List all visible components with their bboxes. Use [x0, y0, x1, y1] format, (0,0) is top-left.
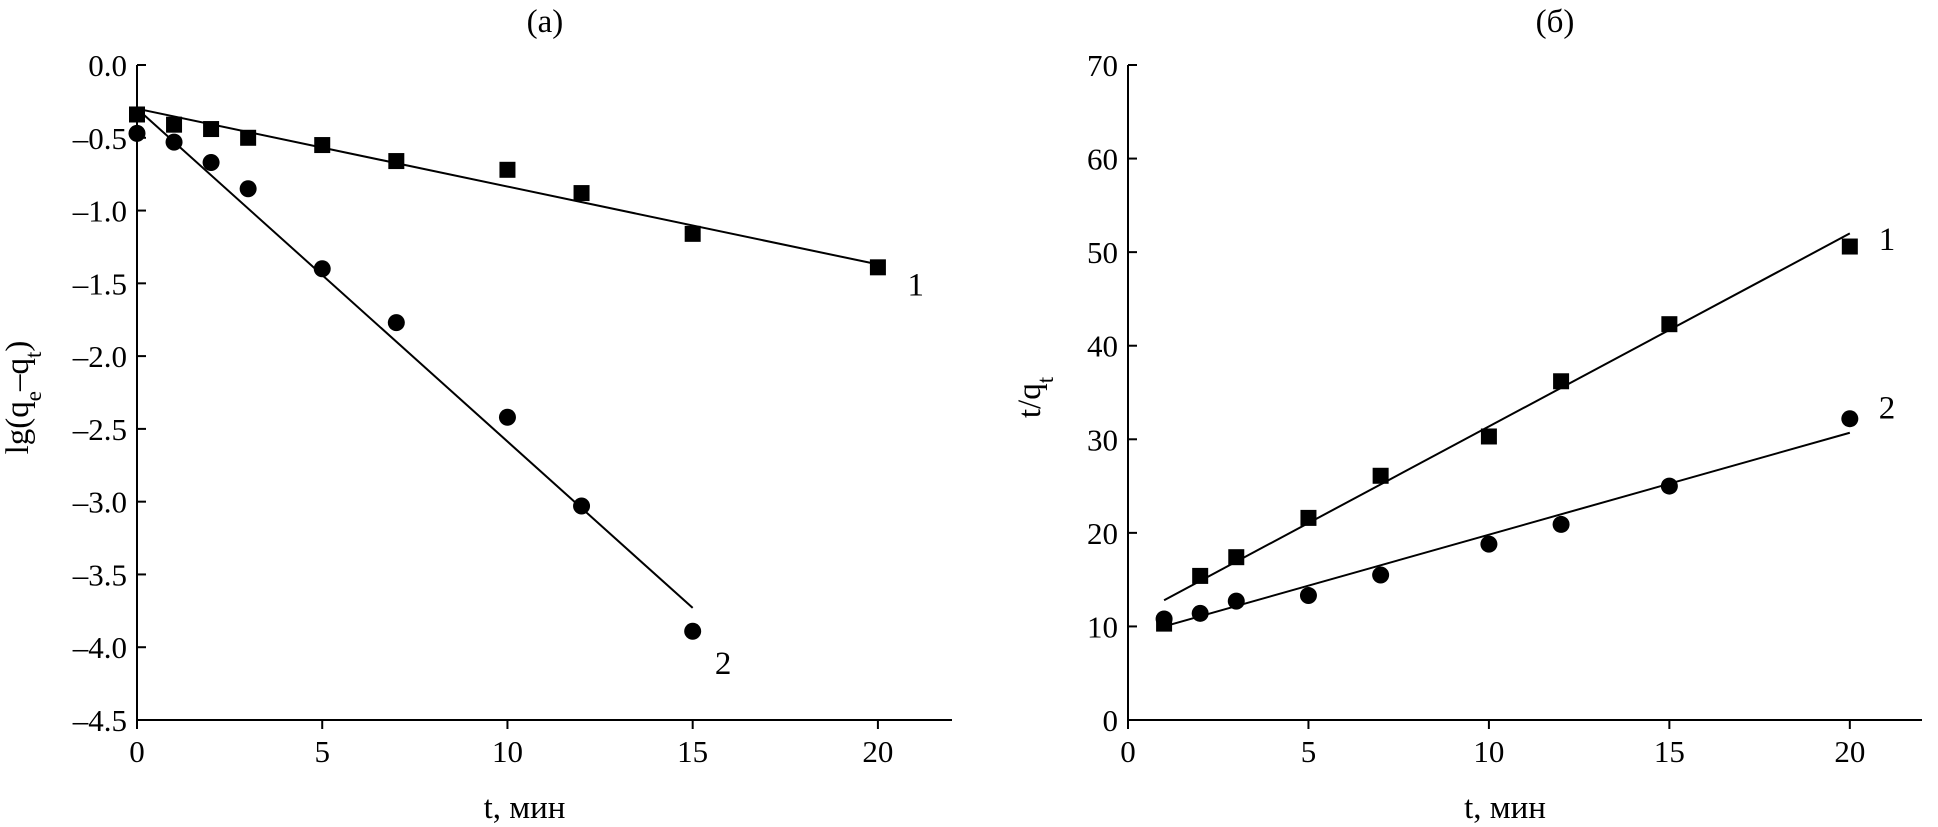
fit-line-1 [1163, 232, 1851, 602]
y-tick-label: –2.5 [72, 412, 127, 447]
panel-b-title: (б) [1536, 4, 1575, 40]
panel-a-chart: (а) 0 5 10 15 20 0.0 –0.5 –1.0 –1.5 –2.0 –2.5 –3.0 –3… [0, 4, 952, 826]
y-tick-label: 20 [1087, 516, 1118, 551]
data-point-circle [1480, 535, 1498, 553]
data-point-circle [387, 314, 405, 332]
y-tick-label: –2.0 [72, 339, 127, 374]
data-point-circle [1841, 410, 1859, 428]
data-point-square [1192, 567, 1209, 584]
data-point-circle [1155, 610, 1173, 628]
data-point-square [1372, 467, 1389, 484]
fit-line-2 [136, 107, 694, 609]
y-tick-label: 0.0 [88, 48, 127, 83]
data-point-square [869, 259, 886, 276]
data-point-circle [498, 408, 516, 426]
series-2-group: 2 [128, 107, 732, 682]
data-point-circle [1191, 604, 1209, 622]
y-axis-label-part: t/q [1012, 383, 1048, 418]
data-point-circle [128, 124, 146, 142]
x-tick-label: 10 [1473, 734, 1504, 769]
data-point-square [129, 106, 145, 123]
y-axis-label-subscript: t [21, 351, 46, 358]
data-point-square [1661, 316, 1678, 333]
data-point-square [499, 161, 516, 178]
x-tick-label: 10 [492, 734, 523, 769]
data-point-square [166, 116, 183, 133]
data-point-square [684, 225, 701, 242]
data-point-square [1480, 428, 1497, 445]
series-2-group: 2 [1155, 391, 1896, 628]
data-point-square [240, 129, 257, 146]
series-label-2: 2 [1879, 391, 1896, 427]
data-point-square [388, 153, 405, 170]
y-axis-label-subscript: e [21, 391, 46, 401]
data-point-circle [573, 497, 591, 515]
y-tick-label: –4.0 [72, 630, 127, 665]
x-tick-label: 20 [1834, 734, 1865, 769]
x-tick-label: 15 [1654, 734, 1685, 769]
data-point-circle [684, 622, 702, 640]
x-tick-label: 0 [1120, 734, 1136, 769]
y-tick-label: –4.5 [72, 703, 127, 738]
y-axis-label-part: ) [0, 341, 36, 352]
data-point-square [203, 121, 220, 138]
x-tick-label: 5 [314, 734, 330, 769]
data-point-circle [239, 180, 257, 198]
panel-b-chart: (б) 0 5 10 15 20 0 10 20 30 40 50 60 70 t, мин t/qt 1 2 [1012, 4, 1922, 826]
data-point-circle [1660, 477, 1678, 495]
series-label-2: 2 [715, 646, 732, 682]
series-1-group: 1 [1156, 222, 1895, 632]
data-point-circle [1227, 592, 1245, 610]
fit-line-1 [136, 107, 879, 266]
data-point-square [1553, 373, 1570, 390]
panel-a-title: (а) [527, 4, 564, 40]
y-tick-label: 60 [1087, 142, 1118, 177]
y-tick-label: 70 [1087, 48, 1118, 83]
series-label-1: 1 [1879, 222, 1896, 258]
y-tick-label: –3.5 [72, 557, 127, 592]
series-label-1: 1 [908, 267, 925, 303]
x-tick-label: 5 [1301, 734, 1317, 769]
y-tick-label: 50 [1087, 235, 1118, 270]
y-tick-label: 0 [1103, 703, 1119, 738]
y-tick-label: –1.0 [72, 194, 127, 229]
y-tick-label: 10 [1087, 609, 1118, 644]
x-tick-label: 0 [129, 734, 145, 769]
data-point-circle [1299, 587, 1317, 605]
y-tick-label: –3.0 [72, 485, 127, 520]
series-1-group: 1 [129, 106, 924, 303]
y-axis-label: t/qt [1012, 376, 1058, 418]
y-axis-label: lg(qe–qt) [0, 341, 46, 455]
x-tick-label: 20 [862, 734, 893, 769]
data-point-circle [1372, 566, 1390, 584]
data-point-square [573, 185, 590, 202]
x-tick-label: 15 [677, 734, 708, 769]
y-tick-label: –0.5 [72, 121, 127, 156]
data-point-circle [1552, 515, 1570, 533]
y-tick-label: –1.5 [72, 266, 127, 301]
data-point-square [1300, 509, 1317, 526]
x-axis-label: t, мин [1464, 790, 1546, 826]
data-point-square [314, 137, 331, 154]
data-point-circle [202, 154, 220, 172]
y-axis-label-subscript: t [1033, 376, 1058, 383]
x-axis-label: t, мин [484, 790, 566, 826]
y-tick-label: 40 [1087, 329, 1118, 364]
y-tick-label: 30 [1087, 422, 1118, 457]
data-point-circle [313, 260, 331, 278]
fit-line-2 [1163, 431, 1851, 628]
data-point-square [1228, 549, 1245, 566]
data-point-square [1841, 238, 1858, 255]
y-axis-label-part: lg(q [0, 401, 36, 454]
data-point-circle [165, 133, 183, 151]
y-axis-label-part: –q [0, 358, 36, 392]
